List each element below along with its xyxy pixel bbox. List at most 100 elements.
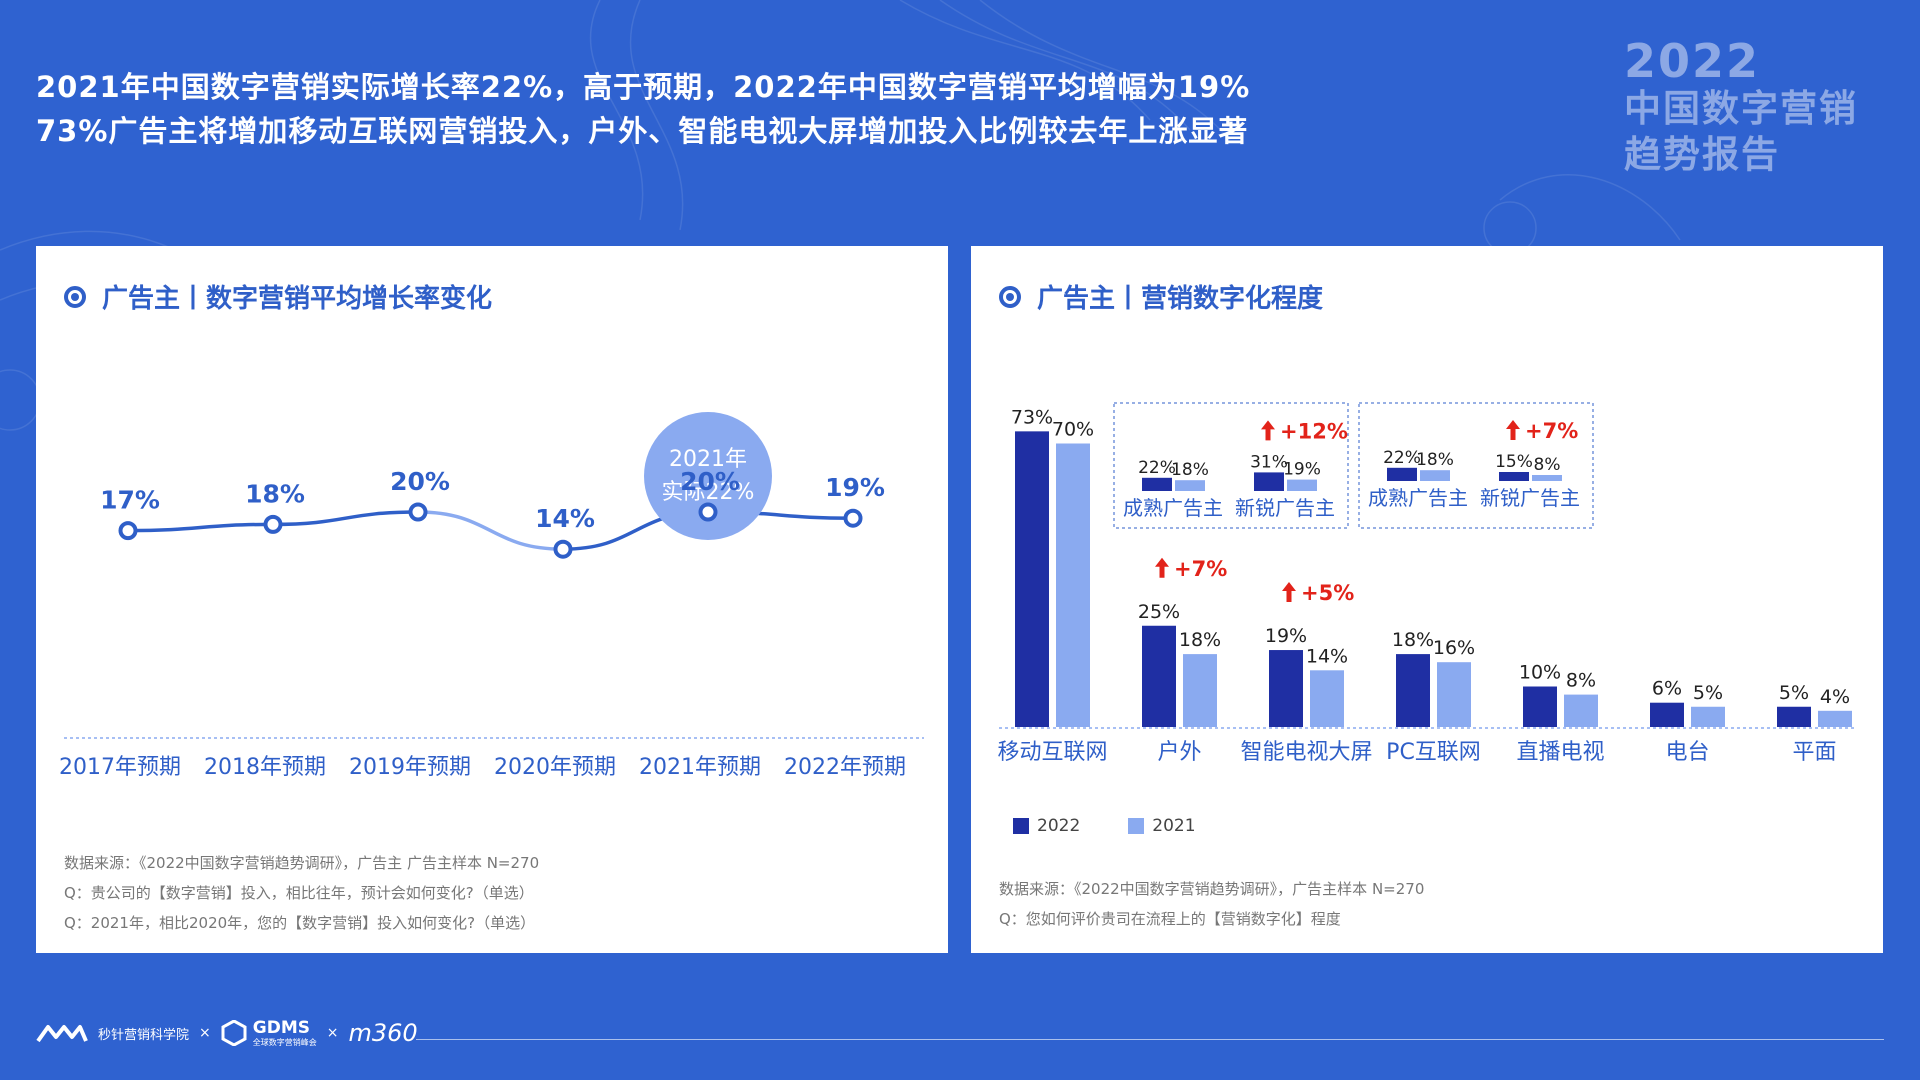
- x-tick-label: 2022年预期: [784, 755, 906, 780]
- brand-title-line-1: 中国数字营销: [1624, 86, 1884, 132]
- digitalization-notes: 数据来源：《2022中国数字营销趋势调研》，广告主样本 N=270 Q：您如何评…: [999, 874, 1424, 934]
- legend-label-2021: 2021: [1152, 816, 1195, 836]
- up-arrow-icon: [1155, 558, 1169, 578]
- note-question-1: Q：贵公司的【数字营销】投入，相比往年，预计会如何变化?（单选）: [64, 878, 539, 908]
- breakdown-growth-label: +12%: [1280, 419, 1348, 443]
- bar-2022: [1015, 431, 1049, 727]
- breakdown-group-name: 成熟广告主: [1123, 496, 1223, 520]
- data-point: [556, 542, 571, 557]
- growth-rate-card: 广告主丨数字营销平均增长率变化 2021年 实际22% 17% 2017年预期 18% 2…: [36, 246, 948, 953]
- x-tick-label: PC互联网: [1386, 740, 1481, 765]
- data-label: 20%: [390, 467, 450, 496]
- breakdown-group-name: 新锐广告主: [1235, 496, 1335, 520]
- bar-2021: [1818, 711, 1852, 727]
- brand-title-line-2: 趋势报告: [1624, 132, 1884, 178]
- digitalization-card: 广告主丨营销数字化程度 73% 70% 移动互联网 25% 18% 户外 19% 14% 智能电…: [971, 246, 1883, 953]
- series-line-segment: [273, 512, 418, 524]
- note-source: 数据来源：《2022中国数字营销趋势调研》，广告主 广告主样本 N=270: [64, 848, 539, 878]
- bar-label-2022: 18%: [1392, 629, 1434, 651]
- bar-label-2021: 5%: [1693, 682, 1723, 704]
- data-label: 19%: [825, 473, 885, 502]
- data-point: [701, 505, 716, 520]
- bar-2021: [1183, 654, 1217, 727]
- x-tick-label: 平面: [1792, 740, 1836, 765]
- partner-3-name: m360: [348, 1019, 417, 1047]
- chart-legend: 2022 2021: [1013, 816, 1244, 836]
- x-tick-label: 电台: [1665, 740, 1709, 765]
- footer-separator: ×: [199, 1025, 211, 1041]
- gdms-logo-icon: [221, 1020, 247, 1046]
- x-tick-label: 2020年预期: [494, 755, 616, 780]
- bar-2022: [1269, 650, 1303, 727]
- bar-label-2022: 19%: [1265, 625, 1307, 647]
- breakdown-bar-2021: [1532, 475, 1562, 481]
- footer-separator-2: ×: [327, 1025, 339, 1041]
- bar-label-2022: 10%: [1519, 662, 1561, 684]
- partner-2-name: GDMS: [253, 1018, 310, 1038]
- bar-label-2022: 25%: [1138, 601, 1180, 623]
- breakdown-group-name: 新锐广告主: [1480, 486, 1580, 510]
- x-tick-label: 移动互联网: [997, 740, 1107, 765]
- breakdown-label-2021: 8%: [1534, 455, 1561, 475]
- breakdown-bar-2021: [1175, 480, 1205, 491]
- breakdown-label-2021: 19%: [1283, 460, 1321, 480]
- headline-line-2: 73%广告主将增加移动互联网营销投入，户外、智能电视大屏增加投入比例较去年上涨显…: [36, 108, 1248, 150]
- growth-label: +7%: [1174, 557, 1227, 581]
- x-tick-label: 智能电视大屏: [1240, 740, 1372, 765]
- partner-2-subtitle: 全球数字营销峰会: [253, 1037, 317, 1048]
- x-tick-label: 2021年预期: [639, 755, 761, 780]
- breakdown-bar-2022: [1142, 478, 1172, 491]
- growth-label: +5%: [1301, 581, 1354, 605]
- data-label: 17%: [100, 486, 160, 515]
- footer-divider: [416, 1039, 1884, 1040]
- data-label: 20%: [680, 467, 740, 496]
- bar-2021: [1056, 444, 1090, 728]
- breakdown-bar-2022: [1387, 468, 1417, 481]
- data-point: [121, 523, 136, 538]
- note-question-2: Q：2021年，相比2020年，您的【数字营销】投入如何变化?（单选）: [64, 908, 539, 938]
- legend-label-2022: 2022: [1037, 816, 1080, 836]
- legend-item-2022: 2022: [1013, 816, 1080, 836]
- breakdown-bar-2022: [1499, 472, 1529, 481]
- bar-2021: [1310, 670, 1344, 727]
- partner-1-name: 秒针营销科学院: [98, 1024, 189, 1043]
- bar-2021: [1691, 707, 1725, 727]
- breakdown-label-2021: 18%: [1416, 450, 1454, 470]
- bar-2022: [1523, 687, 1557, 728]
- bar-label-2022: 73%: [1011, 406, 1053, 428]
- legend-swatch-2022: [1013, 818, 1029, 834]
- bar-label-2021: 4%: [1820, 686, 1850, 708]
- brand-year: 2022: [1624, 36, 1884, 86]
- series-line-segment: [128, 524, 273, 530]
- x-tick-label: 直播电视: [1516, 740, 1604, 765]
- footer-partners: 秒针营销科学院 × GDMS 全球数字营销峰会 × m360: [36, 1018, 418, 1048]
- growth-rate-notes: 数据来源：《2022中国数字营销趋势调研》，广告主 广告主样本 N=270 Q：…: [64, 848, 539, 938]
- note-source: 数据来源：《2022中国数字营销趋势调研》，广告主样本 N=270: [999, 874, 1424, 904]
- x-tick-label: 户外: [1157, 740, 1201, 765]
- bar-2022: [1142, 626, 1176, 727]
- bar-label-2022: 5%: [1779, 682, 1809, 704]
- bar-label-2021: 70%: [1052, 419, 1094, 441]
- digitalization-bar-chart: 73%70%移动互联网25%18%户外19%14%智能电视大屏18%16%PC互…: [971, 246, 1883, 806]
- bar-2021: [1564, 695, 1598, 727]
- x-tick-label: 2017年预期: [59, 755, 181, 780]
- note-question: Q：您如何评价贵司在流程上的【营销数字化】程度: [999, 904, 1424, 934]
- bar-label-2021: 16%: [1433, 637, 1475, 659]
- breakdown-growth-label: +7%: [1525, 419, 1578, 443]
- data-point: [266, 517, 281, 532]
- bar-label-2021: 18%: [1179, 629, 1221, 651]
- bar-label-2021: 8%: [1566, 670, 1596, 692]
- breakdown-bar-2021: [1420, 470, 1450, 481]
- breakdown-group-name: 成熟广告主: [1368, 486, 1468, 510]
- bar-label-2022: 6%: [1652, 678, 1682, 700]
- breakdown-bar-2022: [1254, 472, 1284, 491]
- up-arrow-icon: [1282, 582, 1296, 602]
- bar-2022: [1777, 707, 1811, 727]
- data-label: 18%: [245, 479, 305, 508]
- legend-item-2021: 2021: [1128, 816, 1195, 836]
- bar-2021: [1437, 662, 1471, 727]
- up-arrow-icon: [1506, 420, 1520, 440]
- report-brand: 2022 中国数字营销 趋势报告: [1624, 36, 1884, 178]
- data-point: [411, 505, 426, 520]
